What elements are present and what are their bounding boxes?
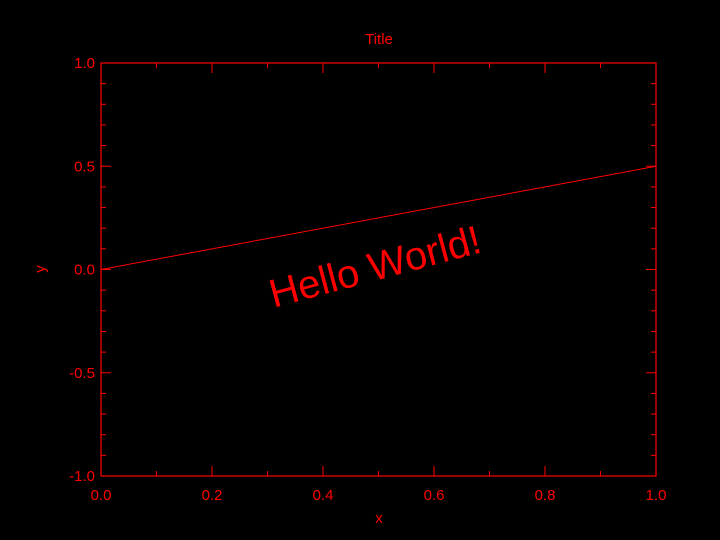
x-tick-label: 0.6 — [424, 487, 445, 504]
chart-title: Title — [365, 31, 393, 48]
y-tick-label: 0.0 — [74, 262, 95, 279]
data-series — [100, 165, 657, 270]
series-line — [100, 165, 657, 270]
x-tick-label: 0.0 — [91, 487, 112, 504]
y-tick-label: 0.5 — [74, 158, 95, 175]
y-tick-label: -0.5 — [69, 365, 95, 382]
x-tick-label: 0.2 — [202, 487, 223, 504]
x-tick-label: 0.4 — [313, 487, 334, 504]
axis-tick-labels: 0.0 0.2 0.4 0.6 0.8 1.0 -1.0 -0.5 0.0 0.5 1.0 — [69, 55, 666, 504]
y-tick-label: -1.0 — [69, 468, 95, 485]
axis-ticks — [101, 63, 656, 476]
y-tick-label: 1.0 — [74, 55, 95, 72]
x-axis-label: x — [375, 510, 383, 527]
y-axis-label: y — [32, 265, 49, 273]
x-tick-label: 0.8 — [535, 487, 556, 504]
x-tick-label: 1.0 — [646, 487, 667, 504]
